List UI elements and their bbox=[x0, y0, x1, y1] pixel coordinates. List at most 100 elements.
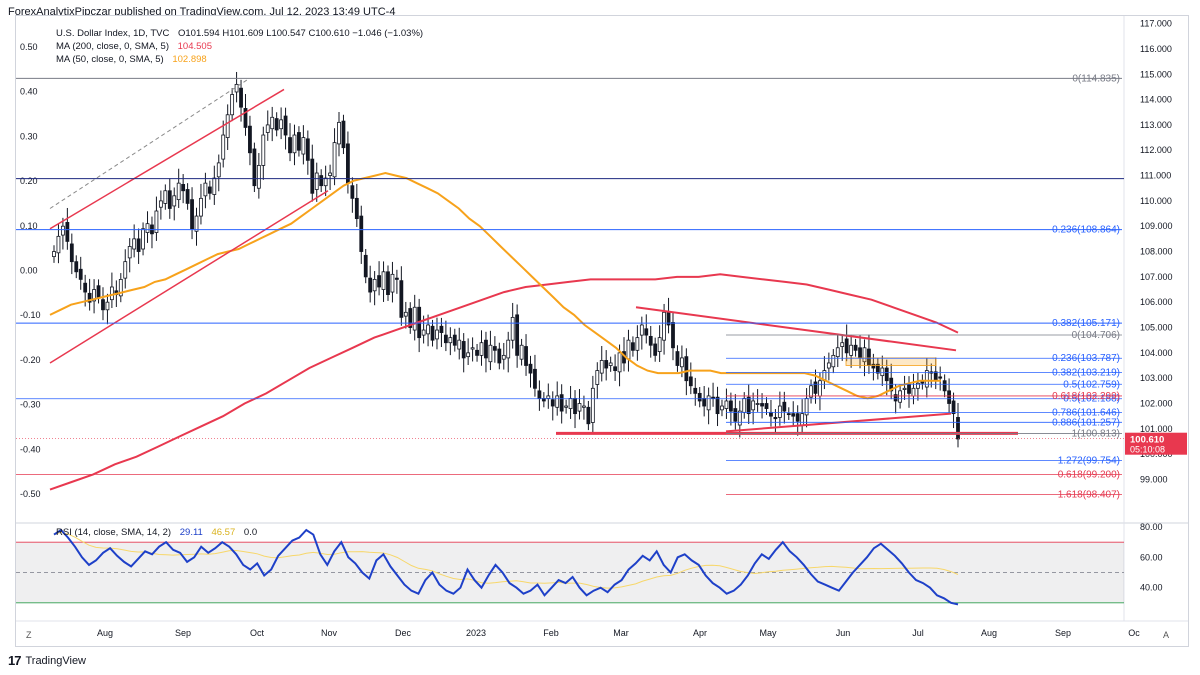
candle-body bbox=[283, 115, 288, 136]
price-axis-tick: 117.000 bbox=[1140, 19, 1172, 29]
candle-body bbox=[706, 395, 711, 411]
candle-body bbox=[617, 352, 622, 373]
candle-body bbox=[239, 87, 243, 108]
candle-body bbox=[92, 289, 96, 302]
candle-body bbox=[399, 280, 404, 318]
rsi-line bbox=[53, 528, 959, 606]
ma50-line bbox=[49, 171, 941, 400]
time-axis-label: 2023 bbox=[466, 628, 486, 638]
candle-body bbox=[176, 182, 181, 201]
candle-body bbox=[684, 356, 689, 382]
candle-body bbox=[65, 222, 70, 242]
candle-body bbox=[69, 243, 74, 263]
candle-body bbox=[938, 376, 943, 379]
candle-body bbox=[515, 314, 520, 356]
candle-body bbox=[791, 413, 796, 417]
rsi-axis-tick: 40.00 bbox=[1140, 583, 1163, 593]
candle-body bbox=[510, 316, 515, 341]
candle-body bbox=[671, 322, 675, 349]
candle-body bbox=[813, 381, 818, 394]
candle-body bbox=[911, 387, 916, 397]
candle-body bbox=[163, 190, 168, 204]
legend-ma50-row[interactable]: MA (50, close, 0, SMA, 5) 102.898 bbox=[56, 54, 213, 65]
candle-body bbox=[933, 371, 938, 382]
candle-body bbox=[292, 134, 297, 154]
candle-body bbox=[533, 368, 537, 389]
candle-body bbox=[488, 344, 493, 363]
price-axis-tick: 101.000 bbox=[1140, 424, 1173, 434]
fib-level-label: 0.382(105.171) bbox=[1052, 318, 1120, 329]
fib-level-label: 0(104.706) bbox=[1072, 330, 1120, 341]
price-chart-svg[interactable]: 117.000 116.000 115.000 114.000 113.000 112.0… bbox=[16, 16, 1188, 646]
candle-body bbox=[635, 337, 640, 351]
candle-body bbox=[408, 308, 413, 328]
candle-body bbox=[319, 175, 324, 187]
candle-body bbox=[83, 282, 88, 293]
candle-body bbox=[586, 406, 591, 425]
time-axis-label: Aug bbox=[981, 628, 997, 638]
left-axis-tick: -0.10 bbox=[20, 310, 41, 320]
candle-body bbox=[181, 184, 186, 192]
candle-body bbox=[524, 346, 528, 366]
timezone-toggle[interactable]: Z bbox=[26, 630, 32, 640]
time-axis-label: Mar bbox=[613, 628, 629, 638]
candle-body bbox=[653, 343, 658, 356]
candle-body bbox=[435, 329, 439, 340]
candle-body bbox=[550, 399, 555, 407]
candle-body bbox=[261, 134, 266, 166]
candle-body bbox=[506, 339, 511, 359]
time-axis-label: Jul bbox=[912, 628, 924, 638]
dashed-trendline bbox=[49, 78, 249, 209]
legend-rsi-row[interactable]: RSI (14, close, SMA, 14, 2) 29.11 46.57 … bbox=[56, 527, 263, 538]
legend-rsi-ma-value: 46.57 bbox=[211, 527, 236, 538]
candle-body bbox=[421, 329, 426, 336]
legend-ma200-row[interactable]: MA (200, close, 0, SMA, 5) 104.505 bbox=[56, 41, 218, 52]
candle-body bbox=[644, 328, 649, 336]
candle-body bbox=[470, 347, 475, 350]
candle-body bbox=[568, 398, 573, 409]
candle-body bbox=[61, 225, 65, 236]
candle-body bbox=[56, 235, 61, 254]
auto-scale-toggle[interactable]: A bbox=[1163, 630, 1170, 640]
candle-body bbox=[430, 325, 435, 341]
candle-body bbox=[439, 325, 444, 333]
candle-body bbox=[466, 352, 471, 358]
chart-frame[interactable]: 117.000 116.000 115.000 114.000 113.000 112.0… bbox=[15, 15, 1189, 647]
time-axis-label: Oc bbox=[1128, 628, 1140, 638]
candle-body bbox=[648, 335, 653, 346]
candle-body bbox=[902, 387, 907, 390]
candle-body bbox=[372, 278, 377, 292]
candle-body bbox=[256, 165, 261, 189]
legend-ma50-value: 102.898 bbox=[172, 54, 207, 65]
candle-body bbox=[573, 398, 577, 415]
candle-body bbox=[604, 360, 609, 369]
candle-body bbox=[737, 410, 742, 426]
price-axis-tick: 116.000 bbox=[1140, 44, 1172, 54]
candle-body bbox=[443, 334, 448, 344]
legend-rsi-value: 29.11 bbox=[179, 527, 203, 538]
candle-body bbox=[154, 210, 159, 233]
fib-level-label: 1(100.813) bbox=[1072, 429, 1120, 440]
price-axis-tick: 113.000 bbox=[1140, 120, 1172, 130]
candle-body bbox=[835, 347, 840, 358]
candle-body bbox=[475, 349, 479, 356]
candle-body bbox=[288, 137, 292, 154]
candle-body bbox=[109, 286, 114, 301]
fib-level-label: 0.236(108.864) bbox=[1052, 225, 1120, 236]
candle-body bbox=[354, 197, 359, 220]
candle-body bbox=[898, 390, 903, 403]
fib-level-label: 0.5(102.759) bbox=[1063, 379, 1120, 390]
legend-symbol: U.S. Dollar Index, 1D, TVC bbox=[56, 28, 170, 39]
candle-body bbox=[243, 108, 248, 128]
candle-body bbox=[394, 277, 399, 280]
candle-body bbox=[577, 403, 582, 412]
candle-body bbox=[301, 137, 306, 155]
candle-body bbox=[782, 401, 787, 412]
candle-body bbox=[216, 162, 221, 178]
candle-body bbox=[141, 228, 145, 250]
candle-body bbox=[52, 251, 56, 258]
candle-body bbox=[346, 143, 350, 184]
candle-body bbox=[840, 342, 845, 347]
candle-body bbox=[711, 396, 715, 399]
left-axis-tick: -0.30 bbox=[20, 400, 41, 410]
